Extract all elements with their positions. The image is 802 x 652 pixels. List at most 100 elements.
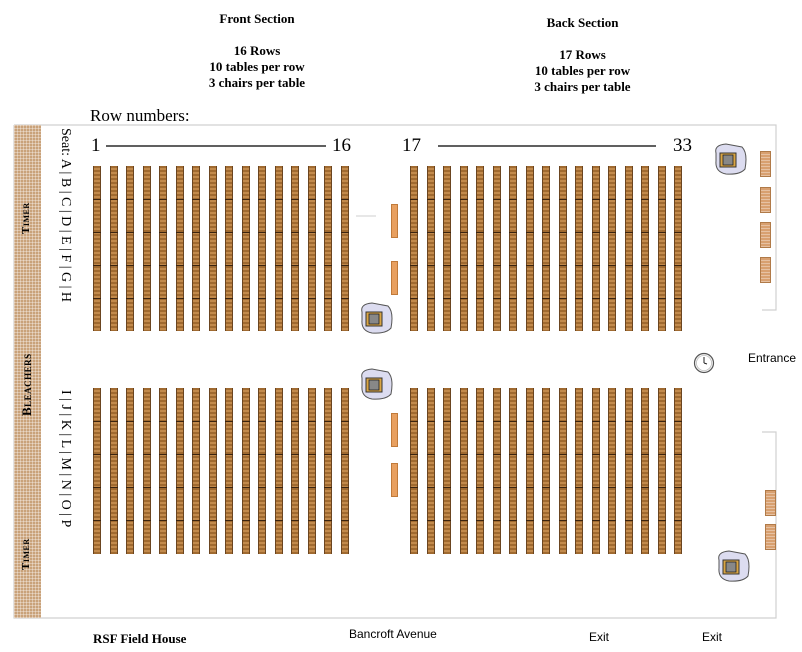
- table-row-column: [657, 388, 666, 554]
- table-row-column: [525, 388, 534, 554]
- aisle-bar: [391, 261, 398, 295]
- table-row-column: [175, 166, 184, 331]
- front-section-info: Front Section 16 Rows 10 tables per row …: [187, 11, 327, 91]
- seat-labels-upper: Seat: A | B | C | D | E | F | G | H: [58, 128, 73, 303]
- table-row-column: [608, 166, 616, 331]
- table-row-column: [274, 166, 283, 331]
- exit-table: [765, 524, 776, 550]
- table-row-column: [225, 388, 233, 554]
- row-numbers-label: Row numbers:: [90, 106, 190, 125]
- table-row-column: [608, 388, 616, 554]
- table-row-column: [208, 388, 217, 554]
- table-row-column: [426, 388, 435, 554]
- entrance-table: [760, 257, 771, 283]
- entrance-table: [760, 151, 771, 177]
- table-row-column: [542, 388, 550, 554]
- table-row-column: [410, 166, 418, 331]
- table-row-column: [109, 166, 118, 331]
- exit-label-2: Exit: [702, 630, 723, 644]
- table-row-column: [324, 388, 332, 554]
- table-row-column: [241, 388, 250, 554]
- recycle-bin-icon: [361, 302, 393, 334]
- table-row-column: [558, 388, 567, 554]
- table-row-column: [307, 388, 316, 554]
- table-row-column: [126, 166, 134, 331]
- table-row-column: [443, 388, 451, 554]
- table-row-column: [258, 166, 266, 331]
- table-row-column: [208, 166, 217, 331]
- front-rows: 16 Rows: [233, 43, 281, 58]
- table-row-column: [492, 166, 501, 331]
- table-row-column: [476, 166, 484, 331]
- table-row-column: [591, 388, 600, 554]
- entrance-label: Entrance: [748, 351, 797, 365]
- aisle-bar: [391, 413, 398, 447]
- back-tables: 10 tables per row: [534, 63, 631, 78]
- table-row-column: [307, 166, 316, 331]
- row-marker-16: 16: [332, 135, 351, 156]
- table-row-column: [159, 166, 167, 331]
- table-row-column: [126, 388, 134, 554]
- recycle-bin-icon: [715, 143, 747, 175]
- table-row-column: [575, 388, 583, 554]
- table-row-column: [258, 388, 266, 554]
- recycle-bin-icon: [361, 368, 393, 400]
- table-row-column: [324, 166, 332, 331]
- table-row-column: [142, 166, 151, 331]
- table-row-column: [93, 166, 101, 331]
- exit-table: [765, 490, 776, 516]
- table-row-column: [641, 166, 649, 331]
- table-row-column: [291, 166, 299, 331]
- table-row-column: [426, 166, 435, 331]
- table-row-column: [291, 388, 299, 554]
- table-row-column: [443, 166, 451, 331]
- table-row-column: [225, 166, 233, 331]
- avenue-label: Bancroft Avenue: [349, 627, 437, 641]
- row-marker-1: 1: [91, 135, 101, 156]
- front-tables: 10 tables per row: [209, 59, 305, 74]
- table-row-column: [624, 388, 633, 554]
- front-section-title: Front Section: [219, 11, 295, 26]
- front-chairs: 3 chairs per table: [208, 75, 306, 90]
- table-row-column: [624, 166, 633, 331]
- table-row-column: [674, 388, 682, 554]
- entrance-table: [760, 222, 771, 248]
- table-row-column: [192, 166, 200, 331]
- table-row-column: [142, 388, 151, 554]
- bleachers-bar: [14, 125, 41, 618]
- table-row-column: [340, 388, 349, 554]
- table-row-column: [558, 166, 567, 331]
- table-row-column: [509, 166, 517, 331]
- table-row-column: [476, 388, 484, 554]
- table-row-column: [274, 388, 283, 554]
- table-row-column: [542, 166, 550, 331]
- back-rows: 17 Rows: [559, 47, 606, 62]
- exit-label-1: Exit: [589, 630, 610, 644]
- table-row-column: [591, 166, 600, 331]
- table-row-column: [575, 166, 583, 331]
- back-section-info: Back Section 17 Rows 10 tables per row 3…: [510, 15, 655, 95]
- recycle-bin-icon: [718, 550, 750, 582]
- table-row-column: [657, 166, 666, 331]
- table-row-column: [192, 388, 200, 554]
- table-row-column: [340, 166, 349, 331]
- table-row-column: [159, 388, 167, 554]
- table-row-column: [241, 166, 250, 331]
- table-row-column: [459, 166, 468, 331]
- table-row-column: [492, 388, 501, 554]
- back-chairs: 3 chairs per table: [534, 79, 631, 94]
- clock-icon: [693, 352, 715, 374]
- seat-labels-lower: I | J | K | L | M | N | O | P: [58, 390, 73, 528]
- table-row-column: [175, 388, 184, 554]
- row-marker-33: 33: [673, 135, 692, 156]
- aisle-bar: [391, 463, 398, 497]
- table-row-column: [410, 388, 418, 554]
- table-row-column: [93, 388, 101, 554]
- field-house-label: RSF Field House: [93, 631, 187, 646]
- table-row-column: [109, 388, 118, 554]
- aisle-bar: [391, 204, 398, 238]
- row-marker-17: 17: [402, 135, 421, 156]
- table-row-column: [509, 388, 517, 554]
- table-row-column: [641, 388, 649, 554]
